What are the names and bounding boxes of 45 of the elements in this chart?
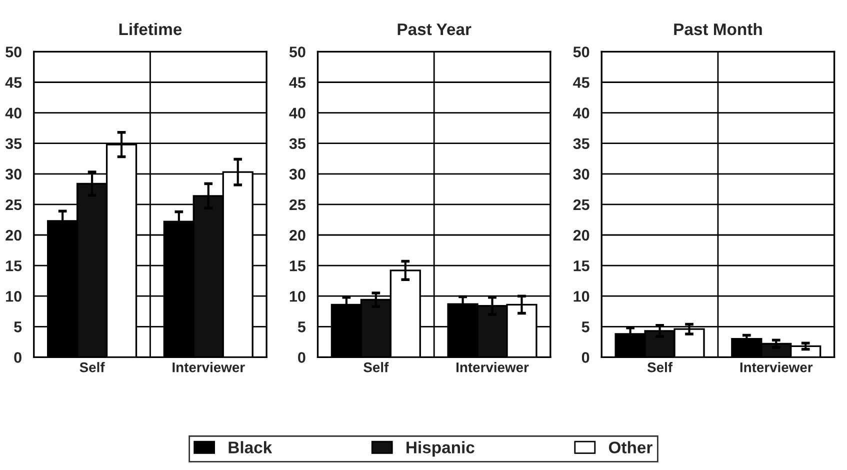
y-tick-label: 15	[6, 260, 22, 272]
y-tick-label: 20	[573, 230, 590, 241]
y-tick-label: 0	[298, 352, 306, 363]
y-tick-label: 15	[574, 260, 590, 272]
y-tick-label: 5	[14, 322, 22, 332]
x-tick-label: Self	[364, 362, 389, 372]
y-tick-label: 40	[289, 108, 306, 118]
y-tick-label: 20	[289, 230, 306, 241]
legend-label: Other	[608, 441, 652, 454]
y-tick-label: 40	[5, 108, 22, 118]
y-tick-label: 15	[290, 260, 306, 272]
legend-label: Black	[228, 441, 272, 454]
y-tick-label: 35	[5, 138, 22, 150]
x-tick-label: Self	[80, 362, 105, 372]
x-tick-label: Interviewer	[172, 362, 245, 372]
chart-title: Lifetime	[119, 22, 182, 36]
y-tick-label: 5	[582, 322, 590, 332]
y-tick-label: 0	[582, 352, 590, 363]
y-tick-label: 30	[5, 168, 22, 180]
chart-title: Past Year	[398, 24, 472, 36]
y-tick-label: 50	[573, 46, 590, 58]
y-tick-label: 0	[14, 352, 22, 363]
y-tick-label: 10	[6, 290, 22, 302]
y-tick-label: 45	[289, 77, 306, 88]
y-tick-label: 45	[5, 77, 22, 88]
y-tick-label: 10	[290, 290, 306, 302]
y-tick-label: 5	[298, 322, 306, 332]
x-tick-label: Interviewer	[740, 362, 813, 372]
y-tick-label: 50	[289, 46, 306, 58]
y-tick-label: 30	[573, 168, 590, 180]
y-tick-label: 50	[6, 46, 22, 58]
y-tick-label: 40	[573, 108, 590, 118]
y-tick-label: 20	[6, 230, 22, 241]
y-tick-label: 35	[573, 138, 590, 150]
y-tick-label: 35	[289, 138, 306, 150]
y-tick-label: 45	[573, 77, 590, 88]
y-tick-label: 25	[573, 199, 590, 210]
chart-title: Past Month	[674, 22, 762, 36]
y-tick-label: 30	[289, 168, 306, 180]
legend-label: Hispanic	[406, 441, 474, 457]
y-tick-label: 10	[574, 290, 590, 302]
x-tick-label: Self	[647, 362, 673, 372]
x-tick-label: Interviewer	[456, 362, 529, 372]
y-tick-label: 25	[6, 199, 22, 210]
y-tick-label: 25	[289, 199, 306, 210]
